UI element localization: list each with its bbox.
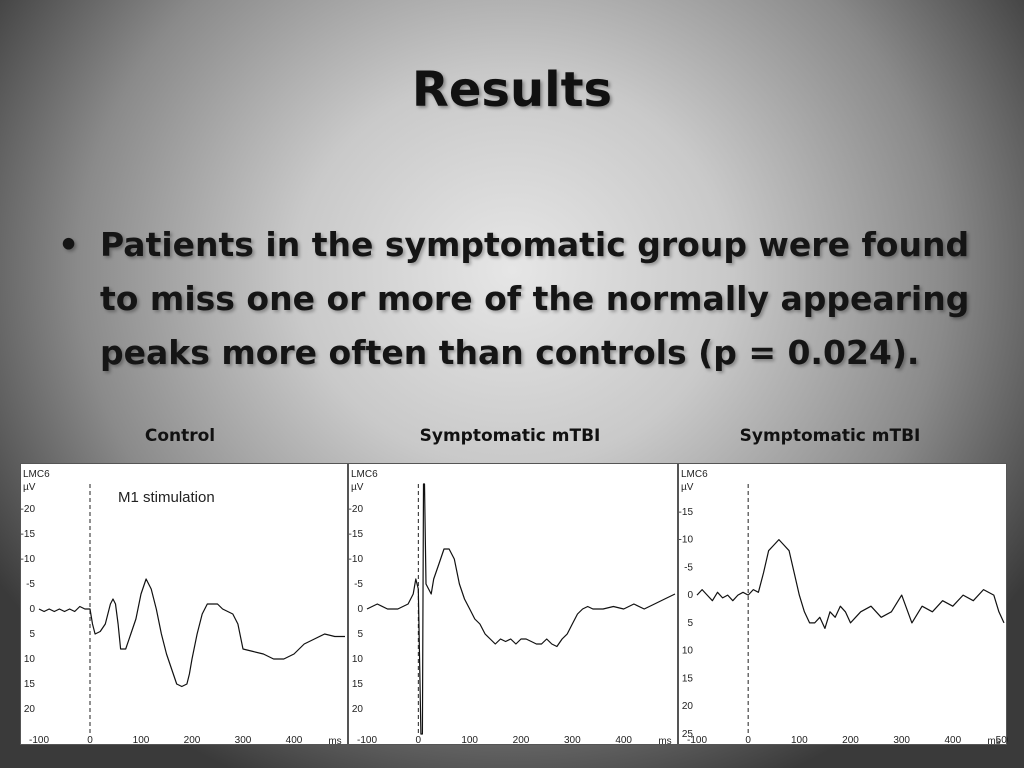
erp-chart-symptomatic-2: LMC6 µV -15 -10 -5 0 5 10 15 20 25-100 0 100 200 300 40…: [679, 469, 1008, 746]
y-tick-label: 0: [29, 604, 35, 615]
y-tick-label: -5: [354, 579, 363, 590]
x-tick-label: 200: [842, 735, 859, 746]
y-tick-label: -10: [349, 554, 363, 565]
unit-label: µV: [351, 482, 364, 493]
x-tick-label: 200: [513, 735, 530, 746]
channel-label: LMC6: [23, 469, 50, 480]
x-tick-label: 100: [133, 735, 150, 746]
erp-chart-symptomatic-1: LMC6 µV -20 -15 -10 -5 0 5 10 15 20 -100 0 100 200 300 4…: [349, 469, 676, 746]
y-tick-label: 5: [357, 629, 363, 640]
erp-waveform-line: [696, 539, 1005, 629]
y-tick-label: 5: [687, 618, 693, 629]
y-tick-label: 5: [29, 629, 35, 640]
y-tick-label: 15: [24, 679, 36, 690]
y-tick-label: 10: [682, 646, 694, 657]
channel-label: LMC6: [681, 469, 708, 480]
bullet-point: • Patients in the symptomatic group were…: [58, 218, 988, 380]
x-tick-label: 500: [996, 735, 1008, 746]
x-tick-label: 300: [564, 735, 581, 746]
y-tick-label: 10: [352, 654, 364, 665]
y-tick-label: 15: [682, 673, 694, 684]
y-tick-label: 0: [357, 604, 363, 615]
y-tick-label: 0: [687, 590, 693, 601]
erp-chart-control: LMC6 µV -20 -15 -10 -5 0 5 10 15 20 -100 0 100 200 300 4…: [21, 469, 345, 746]
x-unit-label: ms: [987, 736, 1000, 746]
panel-label-symptomatic-2: Symptomatic mTBI: [739, 426, 921, 446]
x-tick-label: -100: [357, 735, 377, 746]
y-tick-label: -5: [684, 562, 693, 573]
x-tick-label: -100: [687, 735, 707, 746]
x-tick-label: 0: [745, 735, 751, 746]
y-tick-label: -15: [349, 529, 363, 540]
slide-title: Results: [411, 62, 613, 118]
x-tick-label: 0: [416, 735, 422, 746]
bullet-text: Patients in the symptomatic group were f…: [100, 225, 970, 372]
x-tick-label: 400: [286, 735, 303, 746]
y-tick-label: 20: [24, 704, 36, 715]
x-tick-label: 0: [87, 735, 93, 746]
x-tick-label: 400: [944, 735, 961, 746]
panel-label-symptomatic-1: Symptomatic mTBI: [419, 426, 601, 446]
x-tick-label: 300: [235, 735, 252, 746]
x-tick-label: 200: [184, 735, 201, 746]
y-tick-label: 25: [682, 729, 694, 740]
erp-panel-control: LMC6 µV -20 -15 -10 -5 0 5 10 15 20 -100 0 100 200 300 4…: [20, 463, 348, 746]
x-unit-label: ms: [658, 736, 671, 746]
y-tick-label: 15: [352, 679, 364, 690]
y-tick-label: 20: [682, 701, 694, 712]
erp-waveform-line: [38, 578, 345, 688]
unit-label: µV: [681, 482, 694, 493]
channel-label: LMC6: [351, 469, 378, 480]
bullet-dot-icon: •: [58, 225, 80, 264]
x-unit-label: ms: [328, 736, 341, 746]
panel-label-control: Control: [144, 426, 216, 446]
annotation-text: M1 stimulation: [118, 489, 215, 506]
y-tick-label: 20: [352, 704, 364, 715]
y-tick-label: -15: [21, 529, 35, 540]
erp-panel-symptomatic-1: LMC6 µV -20 -15 -10 -5 0 5 10 15 20 -100 0 100 200 300 4…: [348, 463, 678, 746]
y-tick-label: -5: [26, 579, 35, 590]
y-tick-label: -15: [679, 507, 693, 518]
y-tick-label: -20: [349, 504, 363, 515]
y-tick-label: 10: [24, 654, 36, 665]
y-tick-label: -20: [21, 504, 35, 515]
y-tick-label: -10: [21, 554, 35, 565]
unit-label: µV: [23, 482, 36, 493]
y-tick-label: -10: [679, 535, 693, 546]
erp-panel-symptomatic-2: LMC6 µV -15 -10 -5 0 5 10 15 20 25 -100 0 100 200 300 40…: [678, 463, 1008, 746]
erp-waveform-line: [366, 483, 676, 735]
x-tick-label: 300: [893, 735, 910, 746]
x-tick-label: 100: [461, 735, 478, 746]
x-tick-label: 100: [791, 735, 808, 746]
x-tick-label: -100: [29, 735, 49, 746]
x-tick-label: 400: [615, 735, 632, 746]
